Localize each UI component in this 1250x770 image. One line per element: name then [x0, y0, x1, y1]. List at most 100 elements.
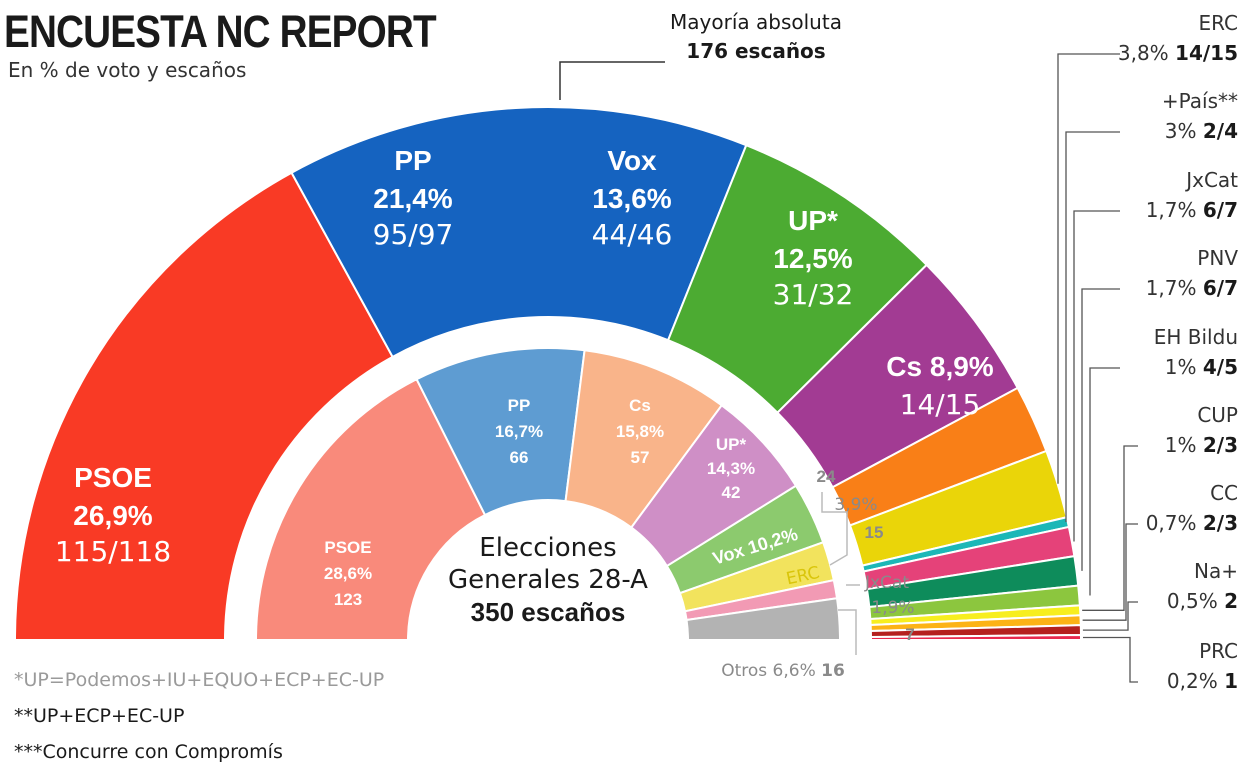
- legend-pa-s-name: +País**: [1162, 89, 1238, 113]
- inner-label-pp-text: 66: [510, 448, 529, 467]
- label-pp: PP 21,4% 95/97: [373, 145, 454, 251]
- inner-value-jxcat-seats-text: 7: [905, 625, 914, 644]
- leader-jxcat: [1073, 210, 1120, 542]
- inner-value-otros-seats: 16: [821, 661, 845, 681]
- inner-label-cs-text: Cs: [629, 396, 651, 415]
- legend-pnv-seats: 6/7: [1203, 276, 1238, 300]
- legend-eh-bildu-name: EH Bildu: [1154, 325, 1238, 349]
- label-psoe-text: 115/118: [55, 535, 171, 568]
- legend-pnv-name: PNV: [1197, 246, 1238, 270]
- legend-jxcat-name: JxCat: [1184, 168, 1238, 192]
- legend-prc-name: PRC: [1199, 639, 1238, 663]
- center-line-2: Generales 28-A: [448, 565, 648, 595]
- legend-cc-name: CC: [1210, 481, 1238, 505]
- inner-label-psoe-text: PSOE: [324, 538, 371, 557]
- leader-erc: [1057, 53, 1120, 484]
- inner-value-erc-vote-text: 3,9%: [834, 495, 877, 515]
- footnote-1: *UP=Podemos+IU+EQUO+ECP+EC-UP: [14, 669, 385, 691]
- label-psoe-text: 26,9%: [73, 500, 152, 531]
- inner-value-otros: Otros 6,6% 16: [721, 661, 845, 681]
- chart-subtitle: En % de voto y escaños: [8, 58, 247, 82]
- legend-na-value: 0,5% 2: [1167, 589, 1238, 613]
- legend-eh-bildu-seats: 4/5: [1203, 355, 1238, 379]
- inner-label-cs: Cs 15,8% 57: [616, 396, 664, 467]
- label-cs: Cs 8,9% 14/15: [886, 351, 993, 421]
- footnote-3: ***Concurre con Compromís: [14, 741, 283, 763]
- label-up-text: 12,5%: [773, 243, 852, 274]
- legend-pa-s: +País** 3% 2/4: [1162, 89, 1238, 143]
- legend-jxcat: JxCat 1,7% 6/7: [1146, 168, 1238, 222]
- inner-label-cs-text: 15,8%: [616, 422, 664, 441]
- inner-label-up: UP* 14,3% 42: [707, 435, 755, 502]
- legend-cc-seats: 2/3: [1203, 511, 1238, 535]
- leader-eh-bildu: [1089, 367, 1120, 596]
- inner-label-pp-text: 16,7%: [495, 422, 543, 441]
- label-pp-text: 21,4%: [373, 183, 452, 214]
- legend-na-name: Na+: [1194, 559, 1238, 583]
- legend-erc: ERC 3,8% 14/15: [1118, 11, 1238, 65]
- legend-cup-name: CUP: [1197, 403, 1238, 427]
- legend-na-seats: 2: [1224, 589, 1238, 613]
- label-vox-text: Vox: [607, 145, 657, 176]
- inner-value-erc-vote: 3,9%: [834, 495, 877, 515]
- inner-label-psoe-text: 123: [334, 590, 362, 609]
- leader-prc: [1082, 636, 1138, 683]
- label-cs-text: 14/15: [900, 388, 981, 421]
- legend-cc: CC 0,7% 2/3: [1146, 481, 1238, 535]
- inner-arc-otros: [685, 597, 842, 641]
- arc-psoe: [13, 171, 394, 641]
- legend-jxcat-seats: 6/7: [1203, 198, 1238, 222]
- arc-prc: [869, 634, 1083, 641]
- inner-label-pp-text: PP: [508, 396, 531, 415]
- label-cs-text: Cs 8,9%: [886, 351, 993, 382]
- label-vox: Vox 13,6% 44/46: [592, 145, 673, 251]
- label-pp-text: PP: [394, 145, 431, 176]
- inner-label-up-text: 14,3%: [707, 459, 755, 478]
- legend-na: Na+ 0,5% 2: [1167, 559, 1238, 613]
- legend-cup-value: 1% 2/3: [1165, 433, 1238, 457]
- legend-eh-bildu: EH Bildu 1% 4/5: [1154, 325, 1238, 379]
- majority-label: Mayoría absoluta: [670, 10, 842, 34]
- label-psoe-text: PSOE: [74, 462, 152, 493]
- label-up-text: 31/32: [773, 278, 854, 311]
- center-line-1: Elecciones: [479, 533, 616, 563]
- leader-cc: [1082, 523, 1138, 621]
- legend-prc: PRC 0,2% 1: [1167, 639, 1238, 693]
- legend-erc-name: ERC: [1198, 11, 1238, 35]
- legend-pnv: PNV 1,7% 6/7: [1146, 246, 1239, 300]
- footnote-2: **UP+ECP+EC-UP: [14, 705, 185, 727]
- inner-label-psoe-text: 28,6%: [324, 564, 372, 583]
- legend-cup-seats: 2/3: [1203, 433, 1238, 457]
- label-up-text: UP*: [788, 205, 838, 236]
- inner-label-up-text: 42: [722, 483, 741, 502]
- inner-value-vox-seats-text: 24: [817, 467, 836, 486]
- leader-inner-otros: [838, 609, 857, 655]
- label-vox-text: 13,6%: [592, 183, 671, 214]
- label-up: UP* 12,5% 31/32: [773, 205, 854, 311]
- legend-erc-seats: 14/15: [1175, 41, 1238, 65]
- majority-value: 176 escaños: [686, 39, 825, 63]
- inner-value-jxcat-name: JxCat: [864, 573, 909, 593]
- legend-pnv-value: 1,7% 6/7: [1146, 276, 1238, 300]
- inner-value-erc-seats: 15: [865, 523, 884, 542]
- inner-arc-psoe: [254, 377, 487, 641]
- leader-cup: [1082, 445, 1138, 611]
- chart-title: ENCUESTA NC REPORT: [4, 6, 437, 57]
- legend-cc-value: 0,7% 2/3: [1146, 511, 1238, 535]
- inner-value-jxcat-vote: 1,9%: [871, 598, 914, 618]
- legend-pa-s-value: 3% 2/4: [1165, 119, 1238, 143]
- legend-jxcat-value: 1,7% 6/7: [1146, 198, 1238, 222]
- leader-inner-erc: [821, 492, 848, 566]
- legend-pa-s-seats: 2/4: [1203, 119, 1238, 143]
- inner-value-jxcat-vote-text: 1,9%: [871, 598, 914, 618]
- inner-label-pp: PP 16,7% 66: [495, 396, 543, 467]
- leader-pa-s: [1065, 131, 1120, 523]
- arc-pp: [290, 106, 748, 359]
- inner-label-up-text: UP*: [716, 435, 747, 454]
- leader-pnv: [1081, 288, 1120, 571]
- legend-cup: CUP 1% 2/3: [1165, 403, 1238, 457]
- legend-prc-seats: 1: [1224, 669, 1238, 693]
- inner-value-jxcat-name-text: JxCat: [864, 573, 909, 593]
- center-line-3: 350 escaños: [471, 597, 626, 627]
- majority-leader: [559, 61, 665, 100]
